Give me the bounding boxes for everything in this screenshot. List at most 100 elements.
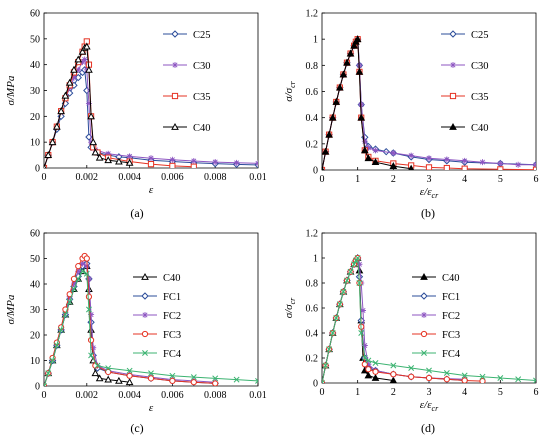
legend-label: C35	[193, 92, 211, 103]
data-point	[70, 281, 77, 287]
data-point	[90, 344, 97, 351]
data-point	[190, 374, 197, 381]
data-point	[255, 377, 258, 384]
series-fc1	[44, 259, 219, 386]
legend-marker	[142, 312, 148, 318]
data-point	[85, 100, 92, 107]
data-point	[169, 377, 176, 384]
data-point	[91, 148, 100, 156]
data-point	[62, 311, 69, 318]
plot-frame	[43, 12, 259, 169]
series-c40	[322, 35, 415, 170]
y-tick-label: 1	[313, 35, 318, 46]
legend-label: FC4	[442, 349, 461, 360]
data-point	[105, 365, 112, 372]
plot-frame	[43, 232, 259, 387]
data-point	[425, 374, 433, 382]
y-tick-label: 0.6	[306, 87, 319, 98]
data-point	[126, 372, 133, 379]
data-point	[350, 41, 358, 49]
data-point	[497, 160, 504, 167]
series-line	[322, 37, 536, 170]
data-point	[532, 166, 536, 170]
data-point	[83, 270, 90, 277]
data-point	[408, 373, 415, 380]
data-point	[479, 378, 486, 383]
x-tick-label: 0	[42, 172, 47, 183]
x-tick-label: 2	[391, 174, 396, 185]
data-point	[105, 150, 112, 157]
data-point	[426, 367, 432, 374]
data-point	[461, 372, 468, 379]
data-point	[343, 58, 351, 66]
legend-label: FC1	[163, 292, 181, 303]
series-line	[44, 262, 216, 386]
data-point	[408, 164, 415, 170]
legend-label: FC1	[442, 292, 460, 303]
data-point	[75, 268, 82, 275]
data-point	[104, 375, 113, 383]
data-point	[95, 153, 104, 161]
x-axis-label: ε	[149, 402, 154, 414]
data-point	[322, 362, 329, 369]
x-tick-label: 0.008	[204, 172, 227, 183]
data-point	[52, 122, 61, 130]
series-line	[44, 262, 216, 386]
y-tick-label: 50	[30, 254, 40, 265]
data-point	[390, 149, 397, 156]
data-point	[336, 301, 343, 308]
data-point	[75, 66, 82, 73]
y-tick-label: 1.2	[306, 9, 319, 20]
legend-marker	[171, 92, 179, 100]
legend-label: FC3	[442, 330, 460, 341]
x-tick-label: 4	[462, 387, 467, 398]
series-fc4	[322, 255, 536, 383]
plot-frame	[321, 232, 537, 384]
chart-panel-c: 0 0.002 0.004 0.006 0.008 0.01 0 10 20 30 40 50 60 ε σ…	[5, 229, 267, 436]
y-tick-label: 0	[313, 166, 318, 177]
data-point	[355, 67, 364, 75]
legend-marker	[420, 330, 428, 338]
data-point	[233, 376, 240, 383]
legend-marker	[420, 292, 428, 300]
data-point	[45, 370, 52, 377]
data-point	[364, 371, 373, 379]
data-point	[461, 157, 468, 164]
x-tick-label: 0.01	[249, 390, 267, 401]
data-point	[497, 375, 504, 381]
legend-label: C30	[193, 61, 211, 72]
data-point	[425, 164, 433, 170]
legend-label: FC3	[163, 330, 181, 341]
data-point	[148, 155, 154, 162]
data-point	[65, 78, 74, 86]
data-point	[95, 374, 104, 382]
data-point	[351, 261, 358, 268]
data-point	[190, 158, 197, 165]
data-point	[325, 130, 333, 138]
legend-marker	[450, 62, 456, 68]
data-point	[66, 298, 73, 305]
data-point	[360, 146, 369, 154]
data-point	[346, 49, 355, 57]
legend-label: C35	[471, 92, 489, 103]
data-point	[169, 372, 176, 379]
x-tick-label: 0.004	[118, 390, 141, 401]
series-line	[44, 255, 216, 386]
data-point	[74, 73, 82, 82]
legend-marker	[171, 30, 179, 38]
legend-marker	[449, 30, 457, 38]
data-point	[365, 144, 372, 151]
x-tick-label: 0.01	[249, 172, 267, 183]
data-point	[533, 377, 536, 383]
y-tick-label: 20	[30, 331, 40, 342]
y-tick-label: 30	[30, 86, 40, 97]
series-c40	[44, 42, 134, 168]
y-tick-label: 0.8	[306, 279, 319, 290]
data-point	[389, 162, 398, 169]
data-point	[339, 70, 348, 78]
data-point	[89, 138, 98, 146]
plot-frame	[321, 12, 537, 171]
legend: C40 FC1 FC2 FC3 FC4	[412, 272, 461, 360]
legend-marker	[421, 350, 427, 356]
